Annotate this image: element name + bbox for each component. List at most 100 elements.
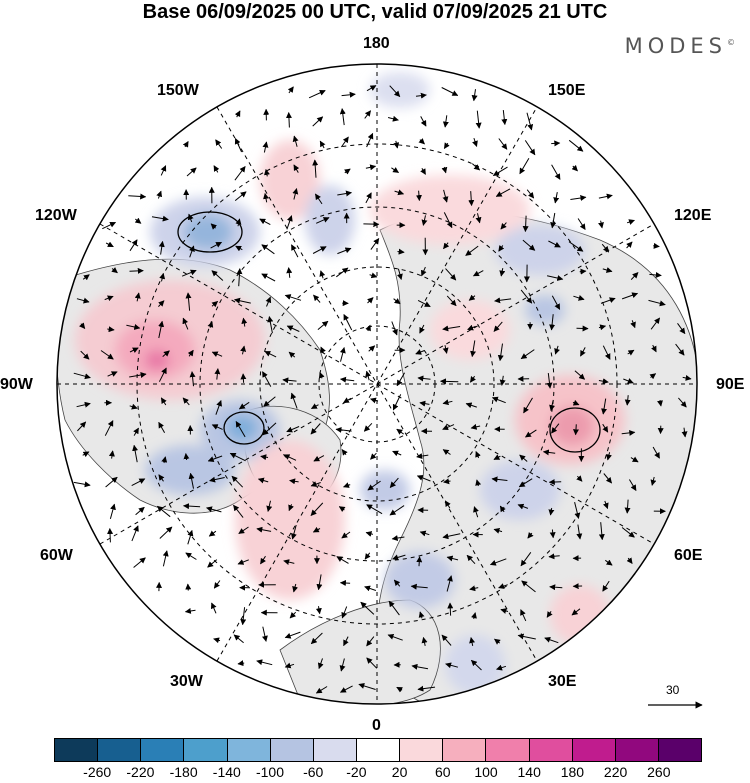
wind-vector [577, 218, 586, 231]
wind-vector [417, 685, 436, 692]
wind-vector [489, 558, 507, 566]
wind-vector [156, 505, 171, 518]
wind-vector [339, 685, 353, 693]
wind-vector [213, 637, 221, 644]
wind-vector [472, 270, 484, 277]
wind-vector [524, 140, 536, 156]
colorbar-tick-label: -140 [212, 764, 241, 780]
wind-vector [76, 297, 90, 304]
colorbar-swatch-7 [356, 739, 401, 761]
wind-vector [290, 524, 297, 540]
wind-vector [240, 345, 247, 355]
wind-vector [310, 632, 323, 645]
wind-vector [551, 164, 561, 180]
longitude-label-30e: 30E [548, 673, 577, 690]
wind-vector [288, 504, 294, 512]
wind-vector [576, 475, 583, 482]
wind-vector [185, 292, 192, 311]
wind-vector [649, 373, 657, 380]
wind-vector [442, 424, 455, 431]
wind-vector [210, 223, 218, 230]
wind-vector [442, 533, 461, 540]
wind-vector [233, 504, 244, 518]
colorbar-tick-label: 60 [435, 764, 451, 780]
wind-vector [574, 501, 581, 519]
colorbar-swatch-2 [141, 739, 185, 761]
wind-vector [568, 139, 584, 152]
wind-vector [111, 267, 118, 274]
wind-vector [475, 479, 482, 487]
wind-vector [494, 638, 501, 645]
wind-vector [159, 526, 173, 539]
longitude-label-150w: 150W [157, 82, 199, 99]
wind-vector [266, 500, 273, 512]
wind-vector [76, 401, 91, 408]
meridian-120-300 [99, 223, 655, 545]
wind-vector [182, 140, 189, 148]
wind-vector [445, 268, 457, 281]
wind-vector [257, 477, 269, 484]
wind-vector [651, 344, 657, 353]
wind-vector [677, 323, 686, 335]
wind-vector [410, 583, 428, 590]
wind-vector [312, 526, 321, 533]
wind-vector [675, 343, 685, 356]
wind-vector [292, 135, 299, 147]
wind-vector [598, 193, 613, 200]
wind-vector [628, 479, 637, 492]
wind-vector [681, 427, 688, 438]
colorbar-tick-label: -180 [169, 764, 198, 780]
wind-vector [598, 324, 607, 331]
wind-vector [104, 420, 114, 436]
wind-vector [367, 297, 374, 304]
wind-vector [498, 583, 508, 589]
wind-vector [549, 529, 556, 539]
anomaly-positive-siberia-core [550, 406, 594, 446]
wind-vector [648, 299, 666, 307]
wind-vector [440, 378, 459, 385]
wind-vector [182, 397, 190, 406]
wind-vector [211, 301, 219, 308]
wind-vector [444, 500, 451, 509]
wind-vector [343, 313, 353, 331]
wind-vector [415, 190, 422, 202]
wind-vector [82, 451, 90, 458]
wind-vector [630, 456, 639, 463]
wind-vector [337, 247, 352, 255]
wind-vector [573, 295, 585, 301]
wind-vector [104, 295, 114, 302]
wind-vector [445, 662, 459, 669]
wind-vector [207, 455, 223, 462]
wind-vector [396, 686, 403, 693]
colorbar-swatch-11 [529, 739, 573, 761]
modes-logo: MODES© [625, 34, 735, 58]
colorbar-swatch-12 [572, 739, 616, 761]
wind-vector [132, 444, 139, 463]
wind-vector [284, 294, 302, 301]
wind-vector [447, 602, 454, 616]
wind-vector [549, 400, 555, 412]
wind-vector [520, 349, 535, 360]
longitude-label-90e: 90E [716, 376, 745, 393]
wind-vector [417, 375, 431, 382]
wind-vector [446, 575, 453, 592]
wind-vector [283, 559, 295, 566]
wind-vector [286, 325, 300, 332]
graticule [57, 64, 697, 704]
wind-vector [293, 164, 300, 173]
wind-vector [285, 112, 292, 128]
anomaly-negative-central-asia [525, 295, 565, 325]
wind-vector [158, 474, 165, 482]
wind-vector [546, 373, 553, 389]
colorbar-tick-label: -20 [346, 764, 367, 780]
wind-vector [341, 449, 348, 456]
wind-vector [470, 423, 481, 430]
wind-vector [364, 110, 371, 119]
wind-vector [601, 398, 608, 415]
wind-vector [187, 529, 194, 545]
wind-vector [256, 526, 272, 533]
longitude-label-150e: 150E [548, 82, 586, 99]
colorbar-tick-label: -260 [83, 764, 112, 780]
wind-vector [129, 239, 138, 252]
wind-vector [286, 267, 293, 278]
